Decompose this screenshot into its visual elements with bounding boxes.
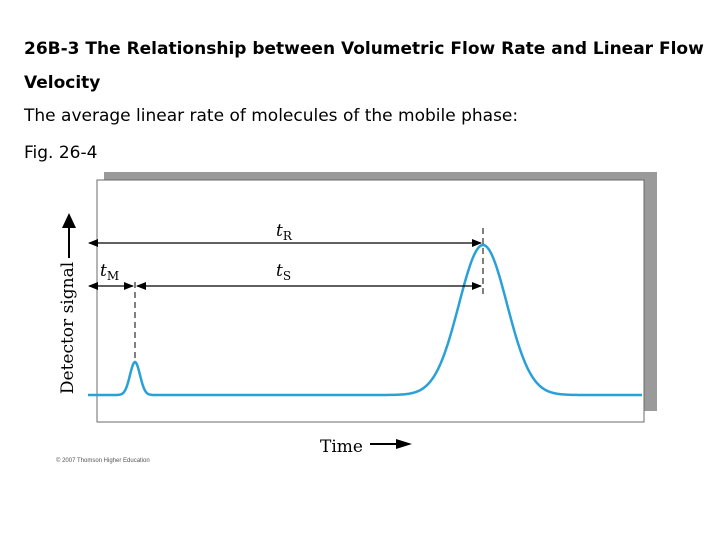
plot-panel (96, 179, 645, 423)
x-axis-arrowhead (396, 439, 412, 449)
tm-label: tM (100, 261, 119, 283)
y-axis-label: Detector signal (58, 262, 78, 394)
tr-label: tR (276, 221, 293, 243)
copyright-notice: © 2007 Thomson Higher Education (56, 458, 150, 464)
chromatogram-trace (88, 243, 642, 397)
figure-caption: Fig. 26-4 (24, 143, 98, 163)
x-axis-label: Time (320, 437, 363, 457)
y-axis-arrowhead (62, 213, 76, 228)
slide-heading: 26B-3 The Relationship between Volumetri… (24, 39, 704, 93)
ts-label: tS (276, 261, 291, 283)
body-text: The average linear rate of molecules of … (24, 106, 519, 126)
